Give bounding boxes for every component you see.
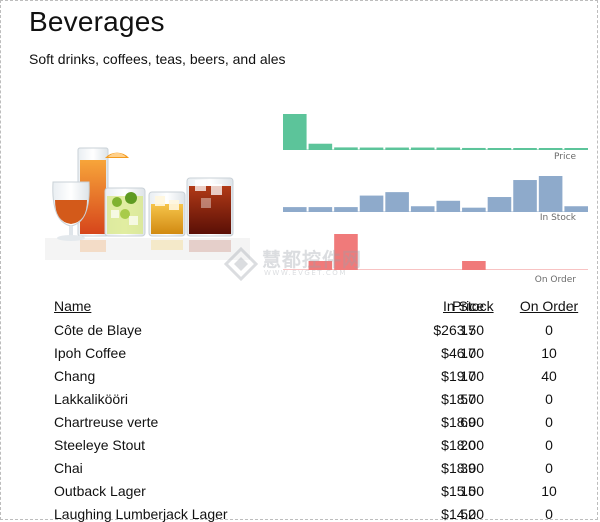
row-name: Ipoh Coffee: [54, 345, 127, 361]
bar-5: [410, 147, 435, 150]
table-row: Laughing Lumberjack Lager $14.00 52 0: [54, 504, 594, 522]
bar-4: [385, 192, 409, 212]
header-name[interactable]: Name: [54, 298, 92, 314]
bar-2: [334, 207, 358, 212]
row-in-stock: 17: [460, 322, 476, 338]
price-strip-label: Price: [554, 152, 576, 162]
row-in-stock: 17: [460, 345, 476, 361]
row-price: $15.00: [441, 483, 484, 499]
bar-9: [513, 180, 537, 212]
bar-11: [564, 148, 588, 150]
row-name: Steeleye Stout: [54, 437, 146, 453]
row-on-order: 0: [545, 437, 553, 453]
price-bars: [283, 114, 588, 150]
bar-6: [436, 200, 461, 212]
row-in-stock: 69: [460, 414, 476, 430]
table-row: Steeleye Stout $18.00 20 0: [54, 435, 594, 458]
table-row: Ipoh Coffee $46.00 17 10: [54, 343, 594, 366]
row-in-stock: 52: [460, 506, 476, 522]
row-price: $18.00: [441, 391, 484, 407]
bar-11: [564, 206, 588, 212]
bar-3: [359, 195, 384, 212]
category-title: Beverages: [29, 6, 165, 37]
row-price: $46.00: [441, 345, 484, 361]
row-price: $14.00: [441, 506, 484, 522]
in-stock-bars: [283, 176, 588, 212]
bar-10: [538, 148, 563, 150]
bar-7: [462, 207, 486, 212]
row-on-order: 0: [545, 322, 553, 338]
row-name: Outback Lager: [54, 483, 146, 499]
category-description: Soft drinks, coffees, teas, beers, and a…: [29, 51, 286, 67]
table-header-row: Name Price In Stock On Order: [54, 296, 594, 320]
bar-0: [283, 114, 307, 150]
table-row: Chang $19.00 17 40: [54, 366, 594, 389]
bar-8: [487, 148, 512, 150]
table-row: Outback Lager $15.00 15 10: [54, 481, 594, 504]
row-in-stock: 57: [460, 391, 476, 407]
on-order-bars: [283, 234, 588, 270]
row-in-stock: 20: [460, 437, 476, 453]
bar-1: [308, 143, 333, 150]
bar-10: [538, 176, 563, 212]
row-name: Chang: [54, 368, 96, 384]
bar-1: [308, 261, 333, 270]
row-on-order: 10: [541, 483, 557, 499]
header-price[interactable]: Price: [452, 298, 484, 314]
row-name: Chartreuse verte: [54, 414, 159, 430]
row-on-order: 0: [545, 391, 553, 407]
row-on-order: 10: [541, 345, 557, 361]
row-price: $18.00: [441, 437, 484, 453]
row-on-order: 40: [541, 368, 557, 384]
row-price: $19.00: [441, 368, 484, 384]
table-row: Chartreuse verte $18.00 69 0: [54, 412, 594, 435]
bar-7: [462, 147, 486, 150]
bar-6: [436, 147, 461, 150]
row-in-stock: 17: [460, 368, 476, 384]
bar-0: [283, 207, 307, 212]
row-name: Lakkalikööri: [54, 391, 128, 407]
price-sparkline: Price: [283, 104, 588, 162]
bar-2: [334, 234, 358, 270]
bar-3: [359, 147, 384, 150]
row-price: $18.00: [441, 414, 484, 430]
on-order-sparkline: On Order: [283, 230, 588, 286]
row-in-stock: 15: [460, 483, 476, 499]
row-name: Laughing Lumberjack Lager: [54, 506, 228, 522]
table-row: Côte de Blaye $263.50 17 0: [54, 320, 594, 343]
bar-4: [385, 147, 409, 150]
bar-2: [334, 147, 358, 150]
in-stock-strip-label: In Stock: [539, 213, 576, 223]
bar-5: [410, 206, 435, 212]
bar-8: [487, 197, 512, 212]
bar-9: [513, 148, 537, 150]
bar-7: [462, 261, 486, 270]
table-body: Côte de Blaye $263.50 17 0 Ipoh Coffee $46.00…: [54, 320, 594, 522]
row-price: $18.00: [441, 460, 484, 476]
table-row: Chai $18.00 39 0: [54, 458, 594, 481]
in-stock-sparkline: In Stock: [283, 166, 588, 226]
row-name: Chai: [54, 460, 83, 476]
row-on-order: 0: [545, 414, 553, 430]
header-on-order[interactable]: On Order: [519, 298, 579, 314]
row-on-order: 0: [545, 506, 553, 522]
row-price: $263.50: [433, 322, 484, 338]
products-table: Name Price In Stock On Order Côte de Bla…: [54, 296, 594, 522]
row-in-stock: 39: [460, 460, 476, 476]
on-order-strip-label: On Order: [534, 275, 576, 285]
beverages-illustration: [45, 147, 250, 260]
row-on-order: 0: [545, 460, 553, 476]
bar-1: [308, 207, 333, 212]
header-in-stock[interactable]: In Stock: [443, 298, 494, 314]
row-name: Côte de Blaye: [54, 322, 142, 338]
table-row: Lakkalikööri $18.00 57 0: [54, 389, 594, 412]
